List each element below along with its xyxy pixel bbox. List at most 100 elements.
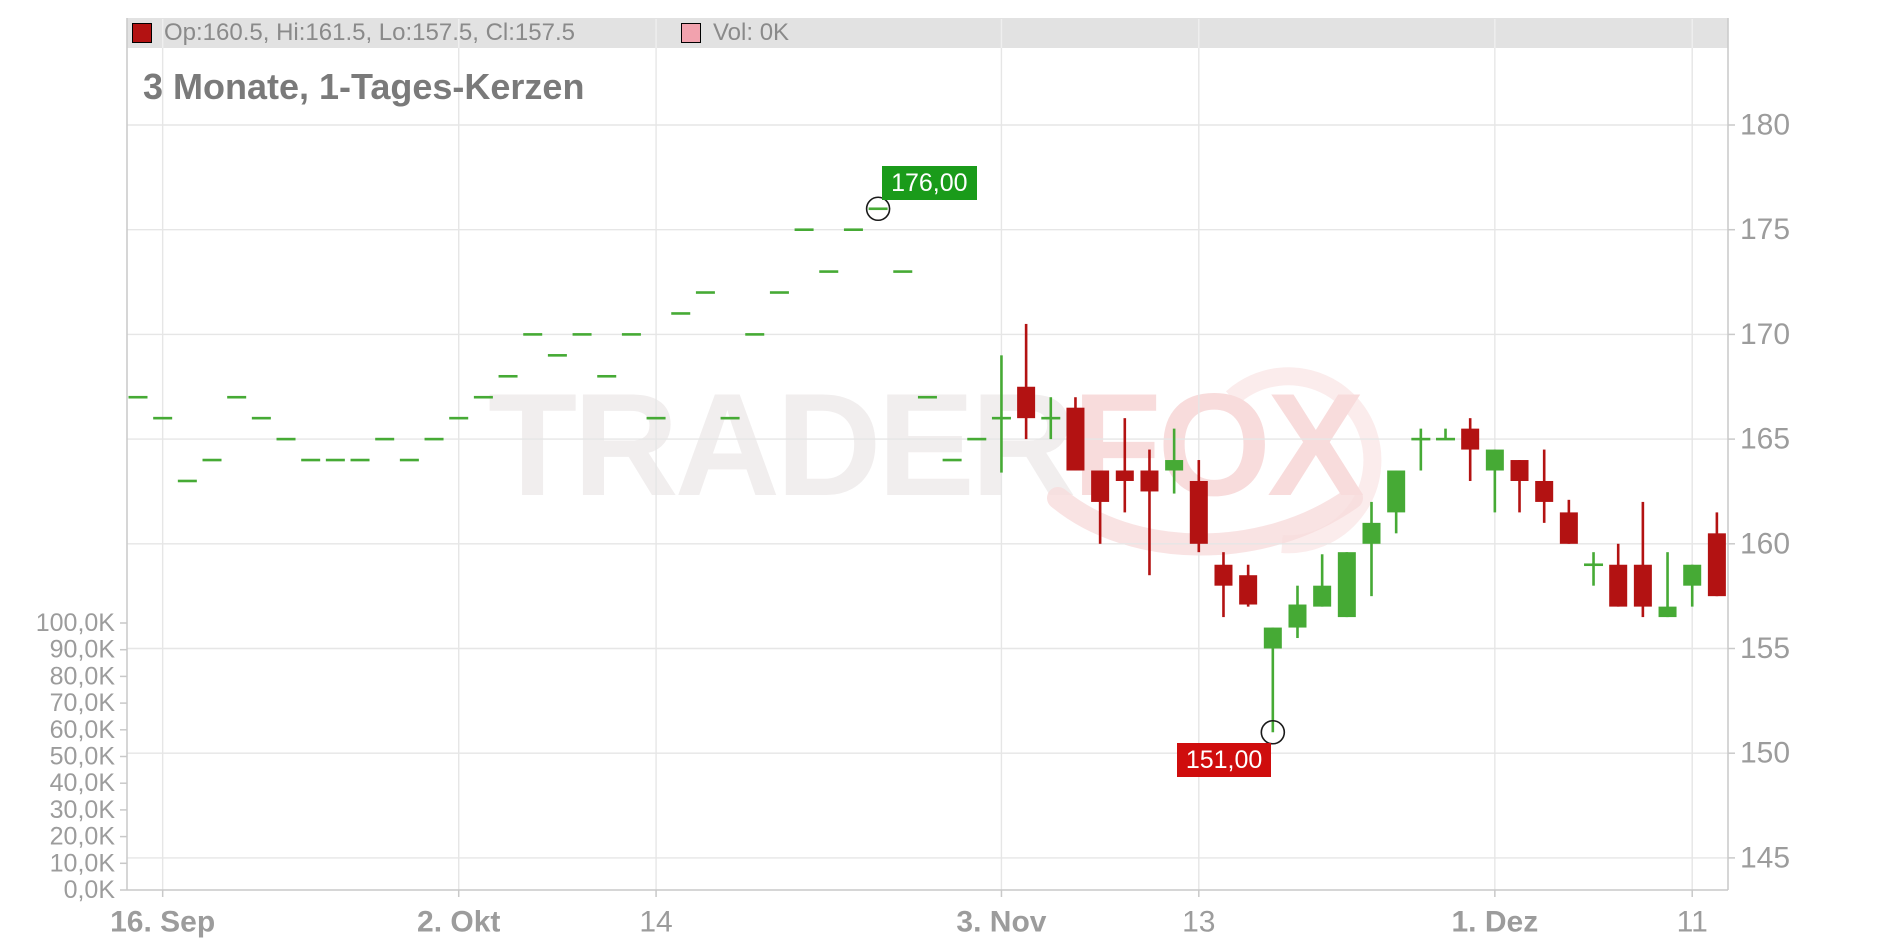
volume-series-swatch-icon	[681, 23, 701, 43]
candle-body	[1189, 480, 1208, 544]
candlestick[interactable]	[547, 354, 567, 357]
candlestick[interactable]	[1485, 449, 1504, 513]
candlestick[interactable]	[794, 228, 814, 231]
candlestick[interactable]	[720, 416, 740, 420]
volume-axis-label: 60,0K	[50, 716, 116, 744]
candlestick[interactable]	[301, 458, 321, 462]
candlestick[interactable]	[1559, 499, 1578, 544]
axes	[120, 18, 1735, 897]
candle-doji-dash	[276, 437, 296, 441]
candlestick[interactable]	[572, 333, 592, 336]
candlestick[interactable]	[1436, 428, 1456, 441]
candle-doji-dash	[202, 458, 222, 462]
candlestick[interactable]	[991, 355, 1011, 473]
volume-legend-label: Vol: 0K	[713, 19, 790, 46]
candlestick[interactable]	[621, 333, 641, 336]
candlestick[interactable]	[251, 416, 271, 420]
candlestick[interactable]	[1140, 449, 1159, 576]
candlestick[interactable]	[424, 437, 444, 441]
candlestick[interactable]	[917, 395, 937, 399]
candle-body	[1485, 449, 1504, 471]
candlestick[interactable]	[350, 458, 370, 462]
candlestick[interactable]	[473, 395, 493, 399]
candlestick[interactable]	[1091, 470, 1110, 544]
candle-body	[1140, 470, 1159, 492]
candlestick[interactable]	[1165, 428, 1184, 494]
candle-wick	[1000, 355, 1003, 473]
candlestick[interactable]	[1189, 460, 1208, 553]
volume-axis-label: 30,0K	[50, 796, 116, 824]
candlestick[interactable]	[449, 416, 469, 420]
candle-wick	[1024, 323, 1028, 440]
volume-axis-label: 20,0K	[50, 823, 116, 851]
date-axis-label: 3. Nov	[956, 906, 1046, 939]
candlestick[interactable]	[1658, 552, 1677, 618]
candlestick[interactable]	[769, 291, 789, 294]
candlestick[interactable]	[128, 395, 148, 399]
candlestick[interactable]	[1461, 418, 1480, 481]
candle-body	[1263, 627, 1282, 649]
candlestick[interactable]	[868, 207, 888, 211]
candlestick[interactable]	[202, 458, 222, 462]
candle-doji-dash	[794, 228, 814, 231]
candlestick[interactable]	[1584, 552, 1604, 586]
candle-wick	[1592, 552, 1595, 586]
candlestick[interactable]	[745, 333, 765, 336]
candlestick[interactable]	[893, 270, 913, 273]
candle-body	[1362, 522, 1381, 544]
candlestick[interactable]	[1288, 585, 1307, 639]
candlestick[interactable]	[597, 374, 617, 378]
candlestick[interactable]	[1535, 449, 1554, 523]
date-axis-label: 13	[1182, 906, 1215, 939]
volume-axis-label: 10,0K	[50, 849, 116, 877]
candlestick[interactable]	[1362, 501, 1381, 597]
candlestick[interactable]	[1609, 543, 1628, 607]
candlestick[interactable]	[1387, 470, 1406, 534]
candles	[128, 207, 1726, 733]
candlestick[interactable]	[967, 437, 987, 441]
candle-wick	[1641, 501, 1645, 618]
candle-body	[1214, 564, 1233, 586]
legend-item-volume[interactable]: Vol: 0K	[681, 18, 789, 48]
candlestick[interactable]	[646, 416, 666, 420]
candlestick[interactable]	[523, 333, 543, 336]
candlestick[interactable]	[1115, 418, 1134, 513]
candlestick[interactable]	[1214, 552, 1233, 618]
candle-doji-dash	[375, 437, 395, 441]
candlestick[interactable]	[276, 437, 296, 441]
candlestick[interactable]	[498, 374, 518, 378]
candle-body	[1559, 512, 1578, 544]
candlestick[interactable]	[375, 437, 395, 441]
candlestick[interactable]	[695, 291, 715, 294]
candlestick[interactable]	[671, 312, 691, 315]
candlestick[interactable]	[1017, 323, 1036, 440]
candlestick[interactable]	[1633, 501, 1652, 618]
candlestick[interactable]	[1707, 512, 1726, 597]
candlestick[interactable]	[399, 458, 419, 462]
candlestick[interactable]	[1411, 428, 1431, 471]
candlestick[interactable]	[843, 228, 863, 231]
candle-body	[1115, 470, 1134, 481]
candlestick[interactable]	[177, 479, 197, 483]
candlestick[interactable]	[1683, 564, 1702, 607]
candle-doji-dash	[572, 333, 592, 336]
candlestick[interactable]	[1263, 627, 1282, 733]
candlestick[interactable]	[1337, 552, 1356, 618]
candle-doji-dash	[917, 395, 937, 399]
candlestick[interactable]	[153, 416, 173, 420]
price-axis-label: 175	[1740, 213, 1790, 246]
candlestick[interactable]	[1313, 554, 1332, 607]
candlestick[interactable]	[1239, 564, 1258, 607]
candlestick[interactable]	[1066, 397, 1085, 471]
candlestick[interactable]	[325, 458, 345, 462]
candlestick[interactable]	[942, 458, 962, 462]
legend-item-ohlc[interactable]: Op:160.5, Hi:161.5, Lo:157.5, Cl:157.5	[132, 18, 575, 48]
candle-doji-dash	[547, 354, 567, 357]
candle-doji-dash	[769, 291, 789, 294]
candlestick[interactable]	[227, 395, 247, 399]
candlestick[interactable]	[1041, 397, 1061, 440]
candlestick[interactable]	[819, 270, 839, 273]
candle-wick	[1493, 449, 1497, 513]
candlestick[interactable]	[1510, 460, 1529, 513]
